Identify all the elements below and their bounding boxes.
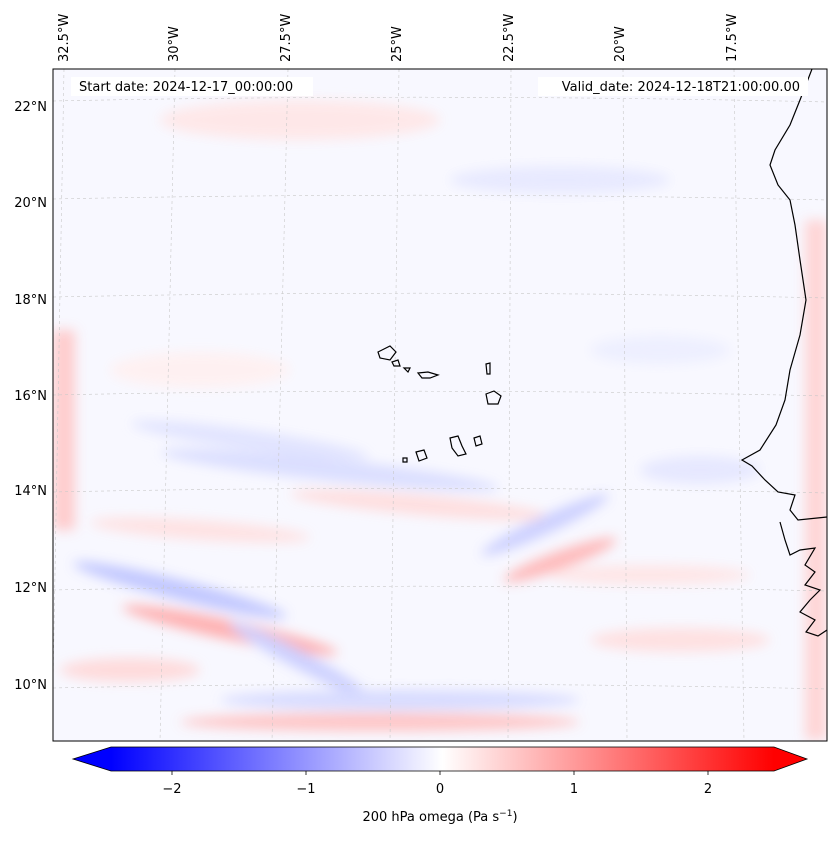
island-brava [402,457,408,463]
start-date-box [71,77,313,96]
island-maio [473,435,483,447]
colorbar-outline [71,746,809,772]
senegal-gambia-coast [779,521,827,637]
lat-label: 16°N [14,389,47,404]
island-sal [485,362,491,375]
island-sao-nicolau [416,371,440,379]
lat-gridline [53,683,827,690]
colorbar: −2 −1 0 1 2 200 hPa omega (Pa s−1) [71,746,809,825]
lon-gridline [159,69,176,741]
colorbar-max-extend [774,747,807,771]
start-date-text: Start date: 2024-12-17_00:00:00 [79,80,293,95]
lat-gridline [53,390,827,397]
lon-label: 25°W [390,26,405,62]
colorbar-min-extend [73,747,111,771]
coastlines [377,69,827,637]
lon-label: 30°W [167,26,182,62]
omega-field [53,100,827,740]
africa-coastline [740,69,827,521]
island-sao-vicente [391,359,401,367]
lat-label: 12°N [14,581,47,596]
lat-label: 10°N [14,678,47,693]
island-santiago [449,435,467,457]
lat-gridline [53,585,827,592]
lat-label: 20°N [14,196,47,211]
colorbar-tick-label: 1 [570,782,578,797]
island-santa-luzia [402,367,411,374]
colorbar-label: 200 hPa omega (Pa s−1) [362,809,517,825]
lon-gridline [507,69,512,741]
colorbar-tick-label: 2 [704,782,712,797]
lon-label: 22.5°W [502,14,517,62]
lon-label: 20°W [613,26,628,62]
colorbar-ticks: −2 −1 0 1 2 [162,771,712,797]
valid-date-text: Valid_date: 2024-12-18T21:00:00.00 [562,80,800,95]
island-santo-antao [377,345,397,361]
lon-gridline [389,69,400,741]
island-boa-vista [485,390,502,405]
lon-labels: 32.5°W 30°W 27.5°W 25°W 22.5°W 20°W 17.5… [57,14,740,62]
lat-label: 22°N [14,100,47,115]
lat-labels: 22°N 20°N 18°N 16°N 14°N 12°N 10°N [14,100,47,693]
colorbar-gradient [111,747,774,771]
lon-label: 27.5°W [279,14,294,62]
colorbar-tick-label: 0 [436,782,444,797]
graticule [53,69,827,741]
lon-gridline [733,69,745,741]
lon-label: 32.5°W [57,14,72,62]
lat-gridline [53,487,827,494]
colorbar-tick-label: −1 [296,782,315,797]
colorbar-tick-label: −2 [162,782,181,797]
lat-label: 18°N [14,293,47,308]
lat-gridline [53,96,827,103]
lon-gridline [53,69,65,702]
lon-gridline [271,69,289,741]
lat-gridline [53,194,827,201]
lat-gridline [53,292,827,299]
valid-date-box [538,77,808,96]
lon-gridline [622,69,628,741]
map-frame [52,68,828,742]
lat-label: 14°N [14,484,47,499]
island-fogo [415,449,428,462]
lon-label: 17.5°W [725,14,740,62]
